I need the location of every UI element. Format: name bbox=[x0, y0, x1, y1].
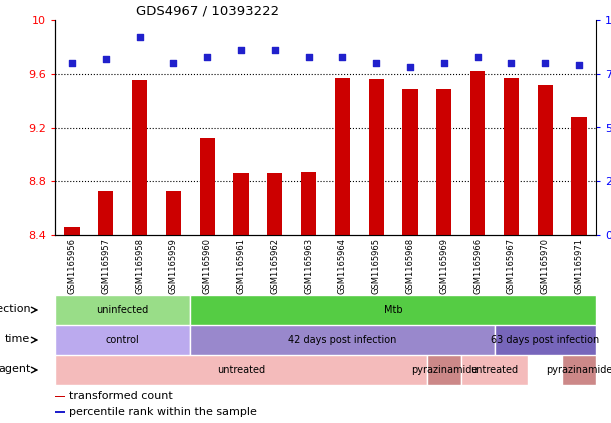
Point bbox=[574, 62, 584, 69]
Bar bbox=[233, 173, 249, 235]
Bar bbox=[132, 80, 147, 235]
Bar bbox=[267, 173, 282, 235]
Bar bbox=[470, 71, 485, 235]
Bar bbox=[562, 355, 596, 385]
Point bbox=[439, 60, 448, 66]
Point bbox=[134, 34, 144, 41]
Bar bbox=[368, 79, 384, 235]
Bar bbox=[190, 325, 494, 355]
Point bbox=[270, 47, 280, 53]
Bar bbox=[461, 355, 529, 385]
Bar bbox=[301, 172, 316, 235]
Bar bbox=[55, 325, 190, 355]
Bar bbox=[55, 295, 190, 325]
Bar bbox=[504, 78, 519, 235]
Point bbox=[67, 60, 77, 66]
Text: percentile rank within the sample: percentile rank within the sample bbox=[68, 407, 257, 417]
Text: 63 days post infection: 63 days post infection bbox=[491, 335, 599, 345]
Bar bbox=[571, 117, 587, 235]
Point bbox=[169, 60, 178, 66]
Text: untreated: untreated bbox=[470, 365, 519, 375]
Text: infection: infection bbox=[0, 303, 31, 313]
Text: transformed count: transformed count bbox=[68, 391, 172, 401]
Text: Mtb: Mtb bbox=[384, 305, 403, 315]
Text: agent: agent bbox=[0, 363, 31, 374]
Text: control: control bbox=[106, 335, 139, 345]
Bar bbox=[538, 85, 553, 235]
Point bbox=[507, 60, 516, 66]
Text: pyrazinamide: pyrazinamide bbox=[546, 365, 611, 375]
Bar bbox=[436, 88, 452, 235]
Text: 42 days post infection: 42 days post infection bbox=[288, 335, 397, 345]
Bar bbox=[427, 355, 461, 385]
Bar bbox=[403, 88, 418, 235]
Point bbox=[202, 53, 212, 60]
Text: pyrazinamide: pyrazinamide bbox=[411, 365, 477, 375]
Bar bbox=[98, 191, 113, 235]
Bar bbox=[55, 411, 65, 413]
Text: untreated: untreated bbox=[217, 365, 265, 375]
Bar bbox=[494, 325, 596, 355]
Point bbox=[337, 53, 347, 60]
Text: time: time bbox=[5, 333, 31, 343]
Bar bbox=[55, 355, 427, 385]
Bar bbox=[64, 227, 79, 235]
Text: GDS4967 / 10393222: GDS4967 / 10393222 bbox=[136, 5, 279, 17]
Point bbox=[101, 55, 111, 62]
Point bbox=[236, 47, 246, 53]
Bar bbox=[166, 191, 181, 235]
Point bbox=[371, 60, 381, 66]
Text: uninfected: uninfected bbox=[97, 305, 148, 315]
Bar bbox=[335, 78, 350, 235]
Point bbox=[304, 53, 313, 60]
Point bbox=[473, 53, 483, 60]
Point bbox=[405, 64, 415, 71]
Bar bbox=[55, 396, 65, 397]
Bar bbox=[200, 138, 214, 235]
Bar bbox=[190, 295, 596, 325]
Point bbox=[540, 60, 550, 66]
